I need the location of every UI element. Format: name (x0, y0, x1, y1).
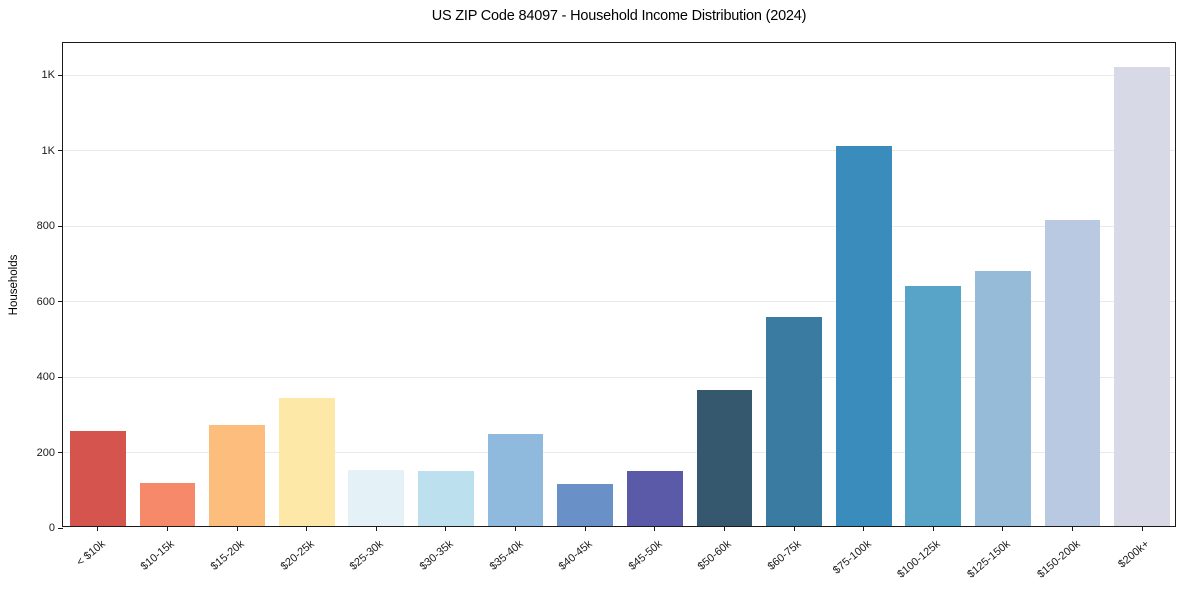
bar-35-40k (487, 434, 544, 526)
bar-60-75k (766, 316, 822, 526)
bar-150-200k (1044, 220, 1101, 526)
x-tick-mark (1002, 526, 1004, 531)
bar-20-25k (278, 397, 335, 526)
bar-125-150k (975, 270, 1031, 526)
x-tick-mark (97, 526, 99, 531)
y-tick-mark (58, 301, 63, 303)
x-tick-mark (1072, 526, 1074, 531)
bar-25-30k (348, 469, 405, 526)
x-tick-mark (236, 526, 238, 531)
x-tick-mark (654, 526, 656, 531)
x-tick-mark (515, 526, 517, 531)
y-tick-mark (58, 376, 63, 378)
y-tick-label: 1K (41, 144, 55, 157)
bar-30-35k (418, 471, 474, 526)
gridline (63, 452, 1175, 453)
x-tick-mark (863, 526, 865, 531)
gridline (63, 225, 1175, 227)
y-tick-label: 0 (48, 522, 55, 534)
x-tick-mark (793, 526, 795, 531)
y-tick-mark (58, 452, 63, 453)
bar-10k (69, 430, 126, 526)
y-tick-mark (58, 150, 63, 152)
y-axis-label: Households (8, 254, 20, 316)
gridline (63, 74, 1175, 76)
bar-100-125k (905, 285, 962, 526)
gridline (63, 150, 1175, 152)
bar-200k (1114, 67, 1171, 526)
gridline (63, 301, 1175, 303)
bar-40-45k (557, 483, 614, 526)
y-tick-mark (58, 74, 63, 76)
y-tick-mark (58, 527, 63, 529)
y-tick-mark (58, 225, 63, 227)
x-tick-mark (375, 526, 377, 531)
x-tick-mark (723, 526, 725, 531)
x-tick-mark (1141, 526, 1143, 531)
y-tick-label: 600 (36, 295, 55, 308)
x-tick-mark (445, 526, 447, 531)
chart-title: US ZIP Code 84097 - Household Income Dis… (431, 8, 807, 24)
y-tick-label: 400 (36, 371, 55, 384)
y-tick-label: 200 (36, 446, 55, 459)
x-tick-mark (584, 526, 586, 531)
bar-75-100k (835, 145, 892, 526)
bar-50-60k (696, 389, 753, 526)
x-tick-mark (932, 526, 934, 531)
gridline (63, 376, 1175, 378)
bar-45-50k (626, 470, 683, 526)
y-tick-label: 800 (36, 220, 55, 233)
bar-15-20k (209, 424, 265, 526)
plot-area: 0 200 400 600 800 1K 1K < $10k $10-15k $15-20k $2… (37, 42, 1176, 581)
x-tick-mark (166, 526, 168, 531)
x-tick-label: < $10k (74, 538, 108, 569)
bar-10-15k (139, 482, 196, 526)
x-tick-mark (306, 526, 308, 531)
y-tick-label: 1K (41, 69, 55, 82)
